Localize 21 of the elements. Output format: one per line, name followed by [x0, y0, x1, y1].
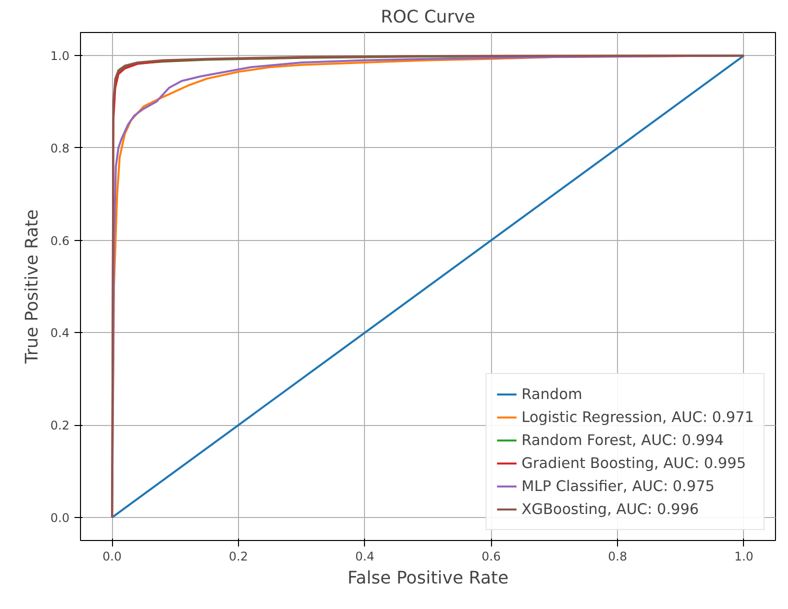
y-tick-label: 1.0	[50, 49, 70, 64]
x-tick-label: 0.2	[228, 550, 248, 564]
legend-label: Gradient Boosting, AUC: 0.995	[522, 454, 746, 472]
x-tick-label: 0.6	[482, 550, 501, 564]
y-tick-label: 0.4	[50, 326, 70, 340]
x-tick-label: 1.0	[734, 550, 754, 564]
x-tick-label: 0.8	[608, 550, 628, 564]
y-tick-label: 0.0	[50, 510, 70, 525]
x-tick-label: 0.4	[355, 550, 374, 564]
x-tick-label: 0.0	[102, 550, 122, 564]
y-axis-title: True Positive Rate	[22, 209, 42, 365]
chart-title: ROC Curve	[380, 8, 476, 28]
legend-label: MLP Classifier, AUC: 0.975	[522, 478, 715, 494]
legend-label: Logistic Regression, AUC: 0.971	[522, 408, 754, 426]
y-tick-label: 0.8	[50, 141, 70, 156]
legend-label: Random Forest, AUC: 0.994	[522, 432, 724, 448]
legend-label: Random	[522, 386, 582, 402]
y-tick-label: 0.6	[50, 234, 70, 248]
y-tick-label: 0.2	[50, 418, 70, 433]
legend-label: XGBoosting, AUC: 0.996	[522, 500, 699, 518]
x-axis-title: False Positive Rate	[347, 568, 509, 588]
